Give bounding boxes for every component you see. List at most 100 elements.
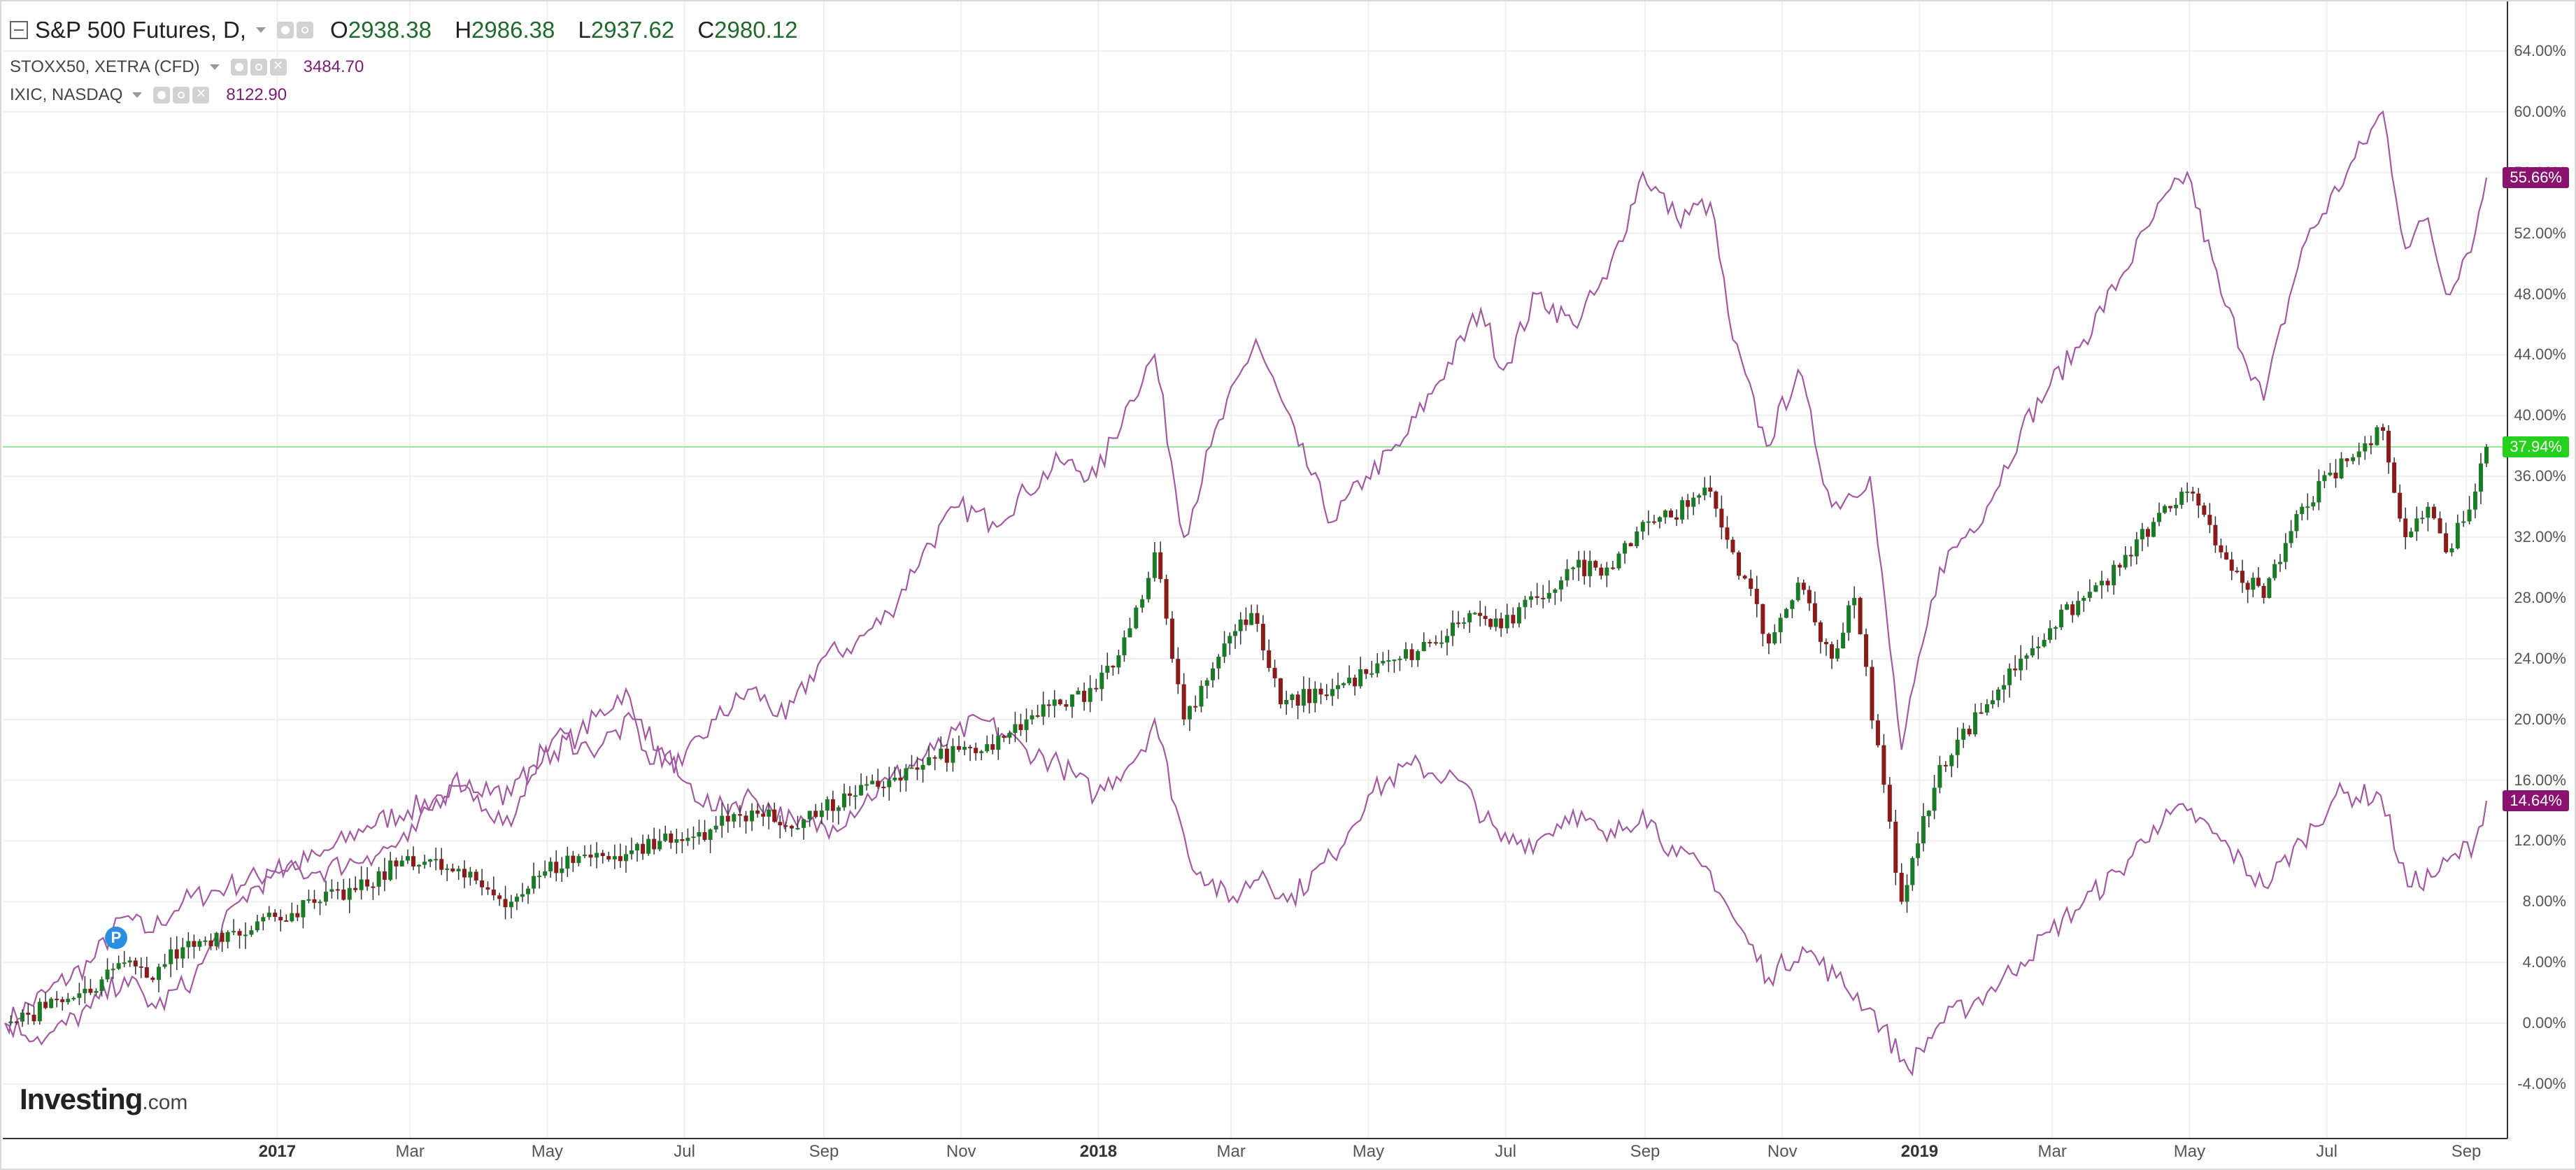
candle-down (669, 833, 674, 843)
x-tick-label: Sep (1630, 1142, 1660, 1161)
candle-down (876, 780, 881, 787)
candle-down (2245, 583, 2250, 590)
candle-down (974, 748, 979, 753)
candle-up (1249, 613, 1254, 625)
candle-down (60, 999, 65, 1002)
candle-up (2042, 639, 2047, 647)
candle-down (1260, 624, 1265, 650)
eye-icon[interactable] (230, 59, 248, 76)
candle-down (2117, 564, 2122, 568)
candle-down (2261, 585, 2266, 598)
candle-down (761, 813, 766, 817)
candle-up (94, 991, 99, 993)
y-tick-label: 16.00% (2514, 771, 2566, 789)
p-marker-icon[interactable]: P (105, 927, 127, 949)
candle-down (312, 899, 317, 903)
candle-down (1267, 650, 1272, 668)
candle-up (232, 931, 236, 933)
candle-down (1742, 576, 1747, 579)
stoxx-series-line (4, 711, 2488, 1077)
candle-down (2207, 515, 2212, 525)
candle-up (2163, 506, 2168, 513)
candle-down (1714, 491, 1718, 509)
candle-down (394, 860, 399, 866)
candle-down (600, 852, 605, 857)
candle-down (1893, 821, 1898, 873)
candle-down (133, 960, 138, 966)
candle-down (1766, 634, 1771, 644)
candle-up (1313, 688, 1318, 704)
ohlc-close: C2980.12 (697, 17, 798, 43)
candle-down (1754, 588, 1759, 604)
ohlc-low: L2937.62 (578, 17, 675, 43)
candle-up (1663, 511, 1667, 518)
candle-up (445, 868, 450, 870)
investing-logo[interactable]: Investing.com (20, 1083, 188, 1115)
candle-up (2251, 578, 2256, 590)
candle-down (1094, 687, 1099, 690)
x-tick-label: May (1352, 1142, 1385, 1161)
candle-up (1007, 733, 1012, 738)
candle-down (1488, 619, 1493, 627)
candle-up (99, 979, 104, 992)
x-tick-label: Nov (1767, 1142, 1798, 1161)
candle-up (417, 864, 422, 866)
candle-up (1330, 689, 1335, 697)
candle-up (663, 833, 668, 841)
candle-up (127, 960, 132, 963)
gear-icon[interactable] (250, 59, 267, 76)
eye-icon[interactable] (277, 22, 294, 38)
chevron-down-icon[interactable] (256, 27, 266, 33)
candle-down (1164, 578, 1169, 619)
gear-icon[interactable] (173, 87, 190, 104)
candle-up (1439, 642, 1444, 644)
candle-up (77, 993, 82, 998)
candle-down (2431, 506, 2436, 519)
candle-down (474, 871, 478, 881)
candle-up (2455, 522, 2460, 549)
candle-up (162, 964, 167, 967)
chevron-down-icon[interactable] (209, 64, 220, 70)
candle-down (88, 988, 93, 993)
candle-down (335, 889, 340, 891)
y-tick-label: 28.00% (2514, 588, 2566, 606)
candle-up (83, 988, 87, 994)
candle-up (2322, 475, 2327, 481)
candle-down (1669, 511, 1674, 518)
candle-up (1451, 622, 1456, 636)
candle-down (439, 859, 444, 870)
x-tick-label: Nov (946, 1142, 976, 1161)
candle-down (1875, 720, 1880, 745)
candle-up (2426, 506, 2431, 518)
close-icon[interactable] (269, 56, 287, 76)
candle-up (1076, 690, 1081, 695)
candle-up (807, 811, 812, 820)
chevron-down-icon[interactable] (132, 92, 143, 98)
candle-up (180, 947, 185, 959)
candle-down (2438, 518, 2442, 534)
candle-up (887, 780, 892, 787)
candle-up (405, 856, 410, 861)
y-tick-label: 0.00% (2522, 1014, 2566, 1032)
candle-up (1921, 815, 1926, 843)
candle-down (2196, 493, 2201, 506)
x-tick-label: May (531, 1142, 564, 1161)
candle-up (1778, 618, 1783, 633)
candle-up (836, 807, 841, 811)
candle-up (2283, 543, 2288, 562)
candle-down (192, 941, 197, 947)
collapse-icon[interactable] (10, 21, 28, 39)
candle-down (2392, 462, 2397, 493)
stoxx-series-title: STOXX50, XETRA (CFD) (10, 57, 200, 76)
candle-up (565, 855, 570, 869)
candle-up (1772, 632, 1777, 644)
candle-up (1588, 561, 1593, 576)
candle-down (2333, 472, 2338, 478)
eye-icon[interactable] (153, 87, 171, 104)
close-icon[interactable] (192, 84, 210, 104)
candle-down (14, 1021, 19, 1023)
candle-down (783, 825, 788, 827)
candle-up (2134, 539, 2139, 557)
gear-icon[interactable] (297, 22, 314, 38)
